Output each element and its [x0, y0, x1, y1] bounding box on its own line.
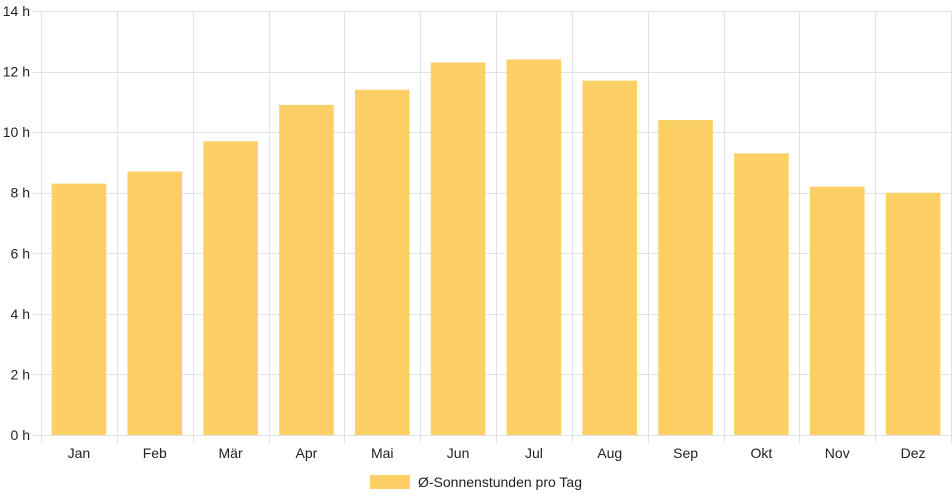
bar-sep[interactable]	[658, 120, 713, 436]
bar-jun[interactable]	[430, 62, 486, 435]
legend[interactable]: Ø-Sonnenstunden pro Tag	[0, 470, 952, 494]
legend-label[interactable]: Ø-Sonnenstunden pro Tag	[418, 474, 582, 490]
x-tick-label: Jul	[525, 445, 543, 461]
y-tick-label: 4 h	[11, 306, 30, 322]
y-tick-label: 10 h	[3, 124, 30, 140]
x-tick-label: Aug	[597, 445, 622, 461]
x-tick-label: Nov	[825, 445, 850, 461]
y-tick-label: 2 h	[11, 366, 30, 382]
bar-dez[interactable]	[885, 192, 941, 435]
y-tick-label: 8 h	[11, 185, 30, 201]
legend-swatch[interactable]	[370, 475, 410, 489]
bar-jan[interactable]	[51, 183, 107, 435]
bar-feb[interactable]	[127, 171, 183, 435]
x-tick-label: Sep	[673, 445, 698, 461]
y-tick-label: 0 h	[11, 427, 30, 443]
x-tick-label: Dez	[901, 445, 926, 461]
bar-okt[interactable]	[734, 153, 789, 436]
bar-nov[interactable]	[809, 186, 865, 435]
y-axis-tick-labels: 0 h 2 h 4 h 6 h 8 h 10 h 12 h 14 h	[3, 3, 30, 443]
x-tick-label: Apr	[296, 445, 318, 461]
x-tick-label: Mär	[219, 445, 243, 461]
x-tick-label: Mai	[371, 445, 394, 461]
bar-aug[interactable]	[582, 80, 638, 436]
x-axis-tick-labels: Jan Feb Mär Apr Mai Jun Jul Aug Sep Okt Nov Dez	[68, 445, 926, 461]
x-tick-label: Feb	[143, 445, 167, 461]
bar-mai[interactable]	[354, 89, 410, 435]
bars-group	[51, 59, 941, 436]
bar-apr[interactable]	[279, 104, 334, 435]
y-tick-label: 14 h	[3, 3, 30, 19]
x-tick-label: Jan	[68, 445, 91, 461]
bar-mär[interactable]	[203, 141, 258, 435]
y-tick-label: 6 h	[11, 245, 30, 261]
bar-jul[interactable]	[506, 59, 562, 435]
y-tick-label: 12 h	[3, 64, 30, 80]
grid-lines	[33, 11, 952, 443]
x-tick-label: Jun	[447, 445, 470, 461]
x-tick-label: Okt	[751, 445, 773, 461]
